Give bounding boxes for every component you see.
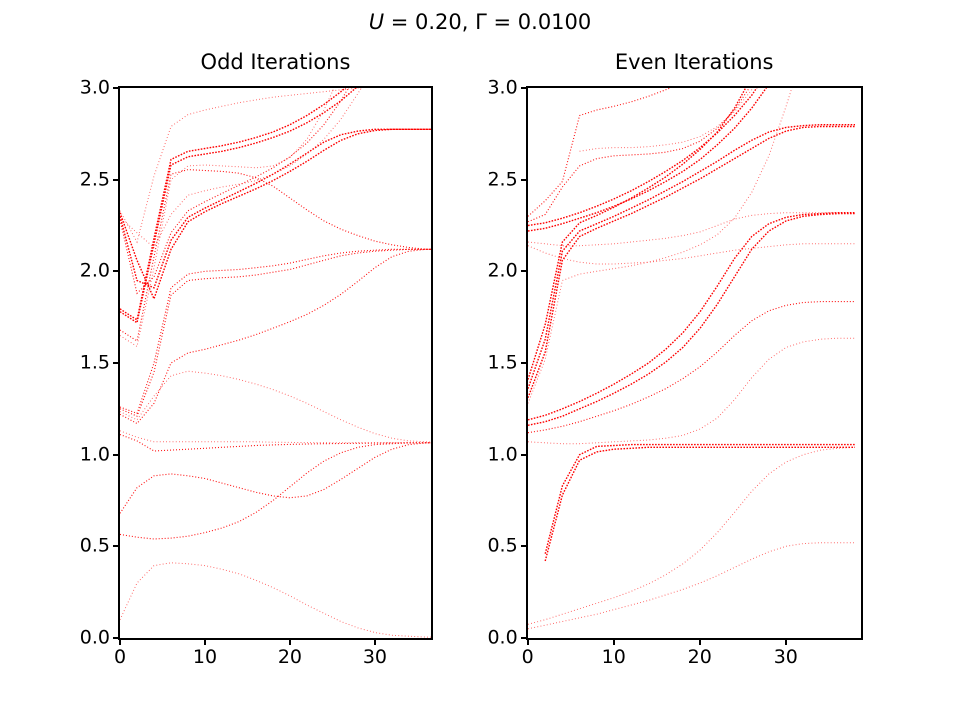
y-tick-mark (113, 178, 120, 181)
y-tick-label: 2.5 (79, 168, 110, 191)
y-tick-label: 0.0 (79, 626, 110, 649)
y-tick-label: 3.0 (79, 76, 110, 99)
y-tick-mark (113, 87, 120, 89)
series-even-03 (544, 446, 855, 562)
x-tick-label: 10 (192, 646, 218, 668)
x-tick-label: 0 (521, 646, 534, 668)
x-tick-label: 30 (773, 646, 798, 668)
x-tick-label: 20 (277, 646, 303, 668)
y-tick-mark (520, 362, 528, 364)
series-odd-17 (120, 88, 362, 249)
series-even-10 (527, 124, 855, 389)
series-odd-07 (120, 370, 431, 443)
series-odd-11 (120, 169, 431, 342)
series-even-06 (527, 301, 855, 434)
series-even-07 (527, 212, 855, 426)
series-odd-02 (120, 442, 431, 540)
series-odd-12 (120, 88, 357, 324)
series-even-16 (579, 88, 754, 152)
title-u-value: = 0.20, (384, 10, 476, 34)
axes-even-iterations: 0.0 0.5 1.0 1.5 2.0 2.5 3.0 0 10 20 30 (487, 78, 863, 667)
figure-title: U = 0.20, Γ = 0.0100 (0, 10, 960, 34)
x-tick-mark (203, 638, 206, 645)
series-even-14 (527, 88, 758, 227)
series-odd-05 (120, 433, 431, 452)
series-even-13 (527, 88, 767, 232)
y-tick-label: 3.0 (487, 76, 518, 99)
series-odd-18 (120, 88, 363, 244)
x-tick-label: 10 (601, 646, 626, 668)
series-odd-08 (120, 248, 431, 417)
y-tick-mark (113, 545, 120, 548)
y-tick-label: 2.0 (79, 259, 110, 282)
series-odd-09 (120, 248, 431, 415)
subplot-title-odd-iterations: Odd Iterations (200, 50, 351, 74)
y-tick-label: 0.5 (79, 534, 110, 557)
y-tick-mark (520, 545, 528, 548)
series-even-12 (527, 88, 793, 404)
series-odd-01 (120, 562, 431, 638)
y-tick-label: 2.5 (487, 168, 518, 191)
series-even-04 (544, 443, 855, 554)
series-odd-10 (120, 88, 335, 348)
series-even-05 (527, 337, 855, 445)
series-odd-03 (120, 442, 431, 514)
series-odd-16 (120, 128, 431, 301)
series-odd-06 (120, 248, 431, 425)
y-tick-label: 1.5 (79, 351, 110, 374)
y-tick-mark (520, 178, 528, 181)
series-even-11 (527, 88, 747, 380)
y-tick-mark (520, 453, 528, 456)
y-tick-mark (113, 270, 120, 273)
series-odd-14 (120, 88, 349, 295)
y-tick-mark (113, 453, 120, 456)
series-odd-04 (120, 430, 431, 444)
x-tick-mark (612, 638, 615, 645)
x-tick-mark (288, 638, 291, 645)
y-tick-label: 2.0 (487, 259, 518, 282)
x-tick-mark (784, 638, 787, 645)
y-tick-label: 1.5 (487, 351, 518, 374)
series-even-18 (527, 212, 855, 247)
series-even-08 (527, 212, 855, 421)
plot-area-even (527, 88, 855, 630)
x-tick-label: 0 (113, 646, 127, 668)
series-odd-13 (120, 88, 347, 322)
plot-area-odd (120, 88, 431, 638)
x-tick-mark (698, 638, 701, 645)
x-tick-mark (119, 638, 121, 645)
x-tick-mark (373, 638, 376, 645)
title-gamma-variable: Γ (475, 10, 487, 34)
axes-odd-iterations: 0.0 0.5 1.0 1.5 2.0 2.5 3.0 0 10 20 30 (80, 78, 433, 667)
y-tick-mark (113, 637, 120, 639)
x-tick-label: 30 (362, 646, 387, 668)
x-tick-mark (526, 638, 529, 645)
y-tick-mark (520, 270, 528, 273)
y-tick-label: 1.0 (79, 443, 110, 466)
x-tick-label: 20 (687, 646, 712, 668)
y-tick-label: 0.0 (487, 626, 518, 649)
series-even-19 (527, 243, 855, 265)
y-tick-mark (520, 87, 528, 89)
series-even-15 (527, 88, 750, 223)
series-even-01 (527, 542, 855, 630)
series-even-17 (527, 88, 672, 217)
title-u-variable: U (368, 10, 385, 34)
series-even-02 (527, 446, 855, 625)
subplot-title-even-iterations: Even Iterations (614, 50, 774, 74)
series-even-09 (527, 125, 855, 399)
y-tick-mark (520, 637, 528, 639)
title-gamma-value: = 0.0100 (486, 10, 592, 34)
y-tick-mark (113, 362, 120, 364)
y-tick-label: 1.0 (487, 443, 518, 466)
y-tick-label: 0.5 (487, 534, 518, 557)
